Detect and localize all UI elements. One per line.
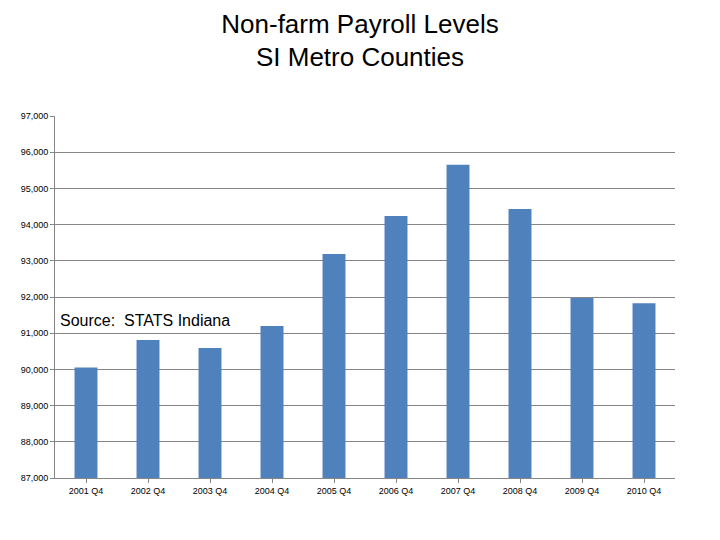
svg-text:2005 Q4: 2005 Q4 <box>317 486 352 496</box>
svg-text:93,000: 93,000 <box>21 256 49 266</box>
svg-text:91,000: 91,000 <box>21 328 49 338</box>
svg-text:2008 Q4: 2008 Q4 <box>503 486 538 496</box>
svg-text:88,000: 88,000 <box>21 437 49 447</box>
svg-text:94,000: 94,000 <box>21 220 49 230</box>
svg-text:97,000: 97,000 <box>21 111 49 121</box>
svg-text:96,000: 96,000 <box>21 147 49 157</box>
svg-text:2003 Q4: 2003 Q4 <box>193 486 228 496</box>
svg-text:2001 Q4: 2001 Q4 <box>69 486 104 496</box>
svg-text:2006 Q4: 2006 Q4 <box>379 486 414 496</box>
svg-text:87,000: 87,000 <box>21 473 49 483</box>
svg-text:2010 Q4: 2010 Q4 <box>627 486 662 496</box>
svg-text:2004 Q4: 2004 Q4 <box>255 486 290 496</box>
svg-text:95,000: 95,000 <box>21 184 49 194</box>
svg-text:2002 Q4: 2002 Q4 <box>131 486 166 496</box>
svg-text:Source: STATS Indiana: Source: STATS Indiana <box>60 312 230 329</box>
svg-text:92,000: 92,000 <box>21 292 49 302</box>
svg-text:2007 Q4: 2007 Q4 <box>441 486 476 496</box>
svg-text:2009 Q4: 2009 Q4 <box>565 486 600 496</box>
svg-text:Non-farm Payroll LevelsSI Metr: Non-farm Payroll LevelsSI Metro Counties <box>221 9 498 73</box>
svg-text:89,000: 89,000 <box>21 401 49 411</box>
svg-text:90,000: 90,000 <box>21 365 49 375</box>
